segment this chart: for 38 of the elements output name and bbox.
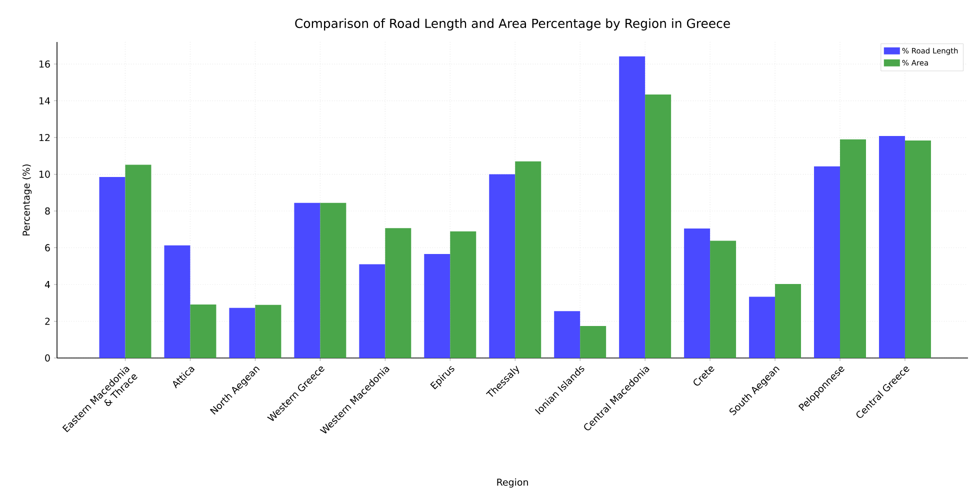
y-tick-label: 6 (45, 244, 50, 252)
bar (294, 202, 320, 358)
bar (580, 326, 606, 358)
bar (684, 228, 710, 358)
y-tick-label: 10 (40, 170, 50, 178)
x-axis-title: Region (497, 478, 528, 488)
bar (450, 231, 476, 358)
y-axis-title: Percentage (%) (22, 164, 32, 236)
y-tick-label: 14 (40, 97, 50, 104)
bar (424, 254, 450, 358)
bar (775, 284, 802, 358)
bar (904, 140, 931, 358)
bar (619, 56, 646, 358)
bar (99, 177, 126, 358)
bar (840, 139, 866, 358)
bar (255, 304, 282, 358)
bar (359, 264, 386, 358)
y-tick-label: 16 (40, 60, 50, 68)
bar (125, 164, 152, 358)
y-tick-label: 12 (40, 134, 50, 142)
bar (814, 166, 840, 358)
y-tick-label: 2 (45, 318, 50, 325)
bar (385, 228, 412, 358)
bar (320, 202, 346, 358)
bar (164, 245, 190, 358)
bar (878, 136, 905, 358)
bar (749, 296, 776, 358)
y-tick-label: 4 (44, 281, 50, 288)
bar (710, 240, 736, 358)
bar (489, 174, 516, 358)
y-tick-label: 0 (45, 354, 50, 362)
bar (190, 304, 216, 358)
bar (229, 308, 256, 358)
bar (515, 161, 542, 358)
bar (645, 94, 672, 358)
bar (554, 311, 580, 358)
y-tick-label: 8 (45, 207, 50, 215)
chart-title: Comparison of Road Length and Area Percentage by Region in Greece (295, 18, 730, 30)
